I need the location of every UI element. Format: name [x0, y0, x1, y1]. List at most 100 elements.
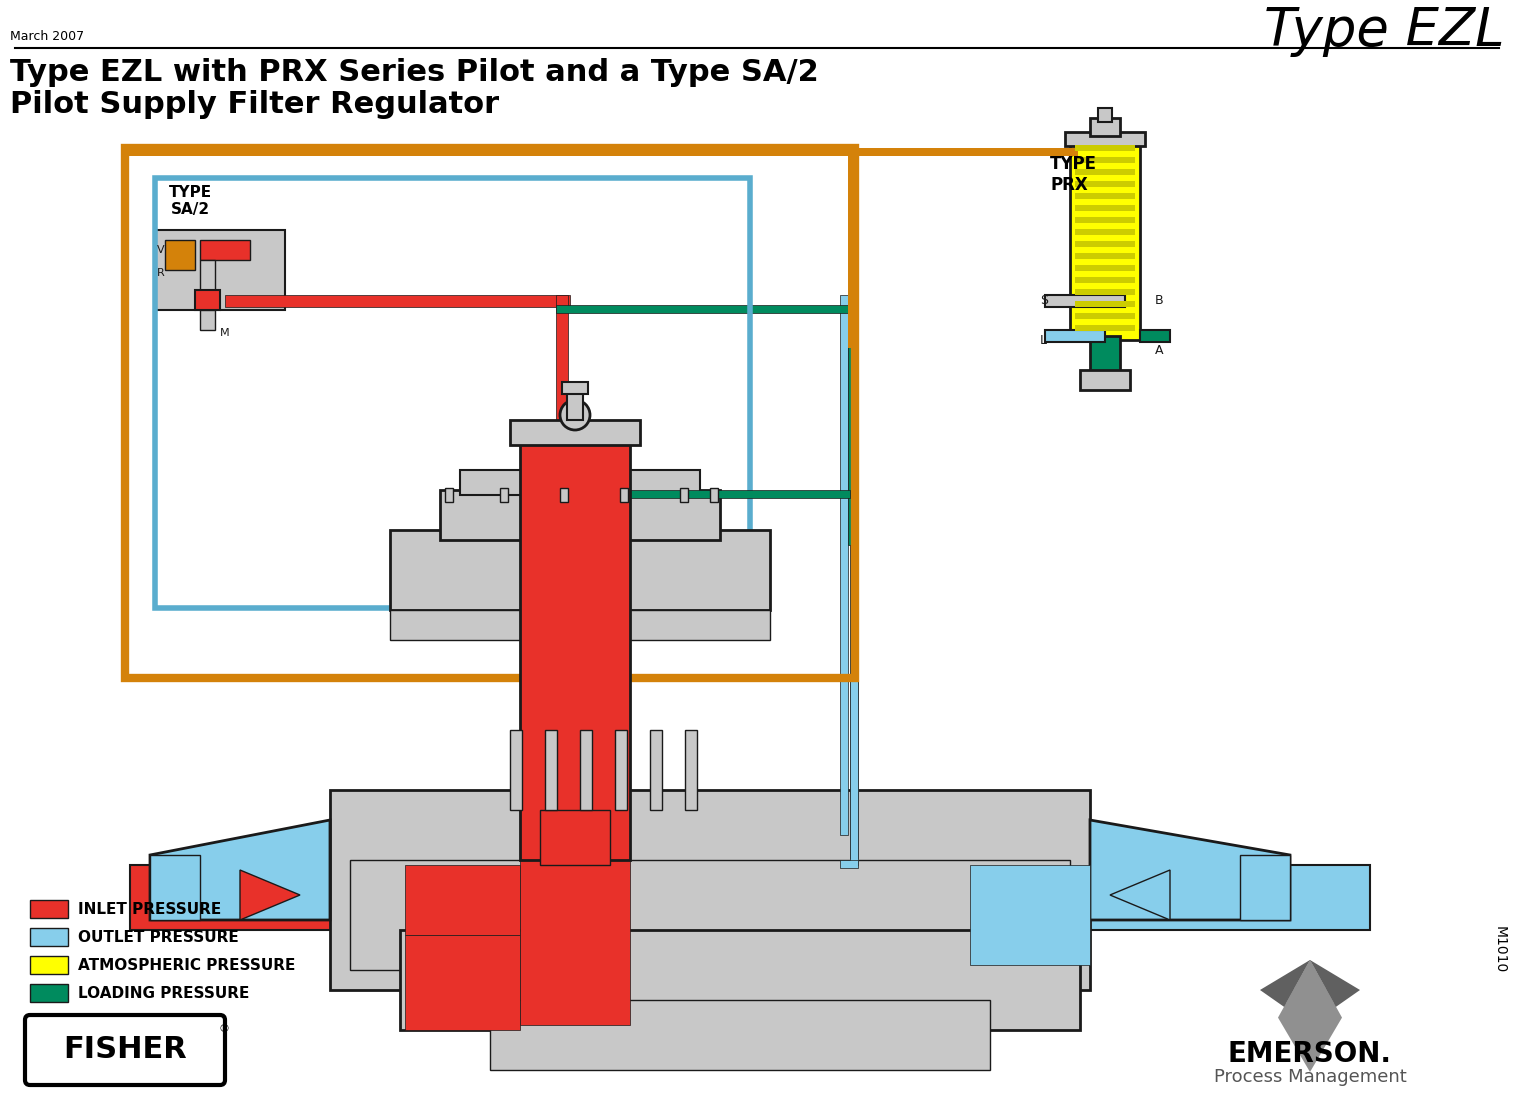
- Bar: [126, 148, 855, 156]
- Bar: [840, 860, 858, 868]
- Bar: [970, 865, 1090, 965]
- Bar: [1075, 181, 1136, 187]
- Bar: [1045, 295, 1125, 307]
- Text: S: S: [1040, 294, 1048, 307]
- Bar: [150, 855, 200, 920]
- Polygon shape: [1302, 960, 1319, 988]
- Bar: [710, 488, 718, 502]
- Bar: [350, 860, 1070, 970]
- Text: TYPE
SA/2: TYPE SA/2: [168, 185, 212, 218]
- Text: M: M: [220, 328, 230, 338]
- Bar: [1075, 312, 1136, 319]
- Bar: [840, 295, 848, 835]
- Text: OUTLET PRESSURE: OUTLET PRESSURE: [79, 930, 239, 944]
- Circle shape: [560, 400, 590, 430]
- Bar: [406, 935, 519, 1030]
- Polygon shape: [241, 870, 300, 920]
- Bar: [545, 730, 557, 810]
- Text: ATMOSPHERIC PRESSURE: ATMOSPHERIC PRESSURE: [79, 958, 295, 972]
- Bar: [406, 865, 519, 935]
- Bar: [200, 240, 250, 260]
- Text: LOADING PRESSURE: LOADING PRESSURE: [79, 985, 250, 1001]
- Bar: [621, 490, 849, 498]
- Bar: [580, 730, 592, 810]
- Bar: [391, 610, 771, 639]
- Text: Type EZL with PRX Series Pilot and a Type SA/2: Type EZL with PRX Series Pilot and a Typ…: [11, 58, 819, 87]
- Bar: [1075, 253, 1136, 259]
- Text: M1010: M1010: [1493, 926, 1506, 973]
- Bar: [30, 899, 68, 918]
- Text: March 2007: March 2007: [11, 30, 85, 44]
- Polygon shape: [150, 820, 330, 920]
- Text: V: V: [157, 246, 165, 254]
- Bar: [1075, 289, 1136, 295]
- Bar: [650, 730, 662, 810]
- Bar: [621, 488, 628, 502]
- Bar: [510, 730, 522, 810]
- Bar: [1090, 118, 1120, 136]
- Bar: [1045, 330, 1105, 341]
- Bar: [400, 930, 1079, 1030]
- Bar: [154, 230, 285, 310]
- Bar: [848, 148, 855, 348]
- Polygon shape: [1260, 960, 1360, 1024]
- Bar: [1140, 330, 1170, 341]
- Bar: [1075, 145, 1136, 151]
- Bar: [560, 488, 568, 502]
- Bar: [556, 295, 568, 460]
- Bar: [1075, 169, 1136, 175]
- Bar: [226, 295, 569, 307]
- Bar: [1075, 205, 1136, 211]
- Bar: [195, 290, 220, 310]
- Text: INLET PRESSURE: INLET PRESSURE: [79, 902, 221, 916]
- Bar: [441, 490, 721, 540]
- Bar: [330, 790, 1090, 990]
- Bar: [680, 488, 687, 502]
- Bar: [848, 295, 855, 545]
- Text: Type EZL: Type EZL: [1264, 4, 1503, 57]
- Text: A: A: [1155, 344, 1163, 356]
- Polygon shape: [1090, 820, 1290, 920]
- Bar: [849, 148, 858, 858]
- Polygon shape: [1278, 960, 1341, 1072]
- Polygon shape: [1110, 870, 1170, 920]
- Bar: [1090, 336, 1120, 376]
- Polygon shape: [1294, 960, 1326, 1016]
- Bar: [1064, 132, 1145, 146]
- Bar: [510, 420, 640, 445]
- Bar: [500, 488, 509, 502]
- Bar: [165, 240, 195, 270]
- Bar: [1075, 277, 1136, 283]
- Bar: [1075, 241, 1136, 247]
- Bar: [519, 430, 630, 860]
- Text: R: R: [157, 268, 165, 278]
- Text: EMERSON.: EMERSON.: [1228, 1040, 1391, 1068]
- Bar: [1079, 371, 1129, 389]
- Text: ®: ®: [218, 1024, 229, 1035]
- Bar: [1098, 108, 1111, 122]
- Bar: [1075, 193, 1136, 199]
- Bar: [1075, 229, 1136, 235]
- Bar: [491, 1000, 990, 1070]
- Bar: [391, 530, 771, 610]
- Bar: [1075, 157, 1136, 163]
- Bar: [1051, 865, 1370, 930]
- Bar: [1240, 855, 1290, 920]
- Text: FISHER: FISHER: [64, 1036, 186, 1065]
- Bar: [1075, 217, 1136, 223]
- Bar: [849, 545, 858, 865]
- FancyBboxPatch shape: [26, 1014, 226, 1085]
- Bar: [200, 310, 215, 330]
- Bar: [130, 865, 360, 930]
- Bar: [1075, 325, 1136, 331]
- Bar: [684, 730, 696, 810]
- Bar: [1070, 140, 1140, 340]
- Bar: [460, 470, 699, 496]
- Text: Process Management: Process Management: [1214, 1068, 1407, 1086]
- Bar: [519, 860, 630, 1024]
- Polygon shape: [1285, 960, 1334, 1043]
- Bar: [556, 305, 851, 312]
- Bar: [445, 488, 453, 502]
- Text: Pilot Supply Filter Regulator: Pilot Supply Filter Regulator: [11, 90, 500, 119]
- Bar: [562, 382, 587, 394]
